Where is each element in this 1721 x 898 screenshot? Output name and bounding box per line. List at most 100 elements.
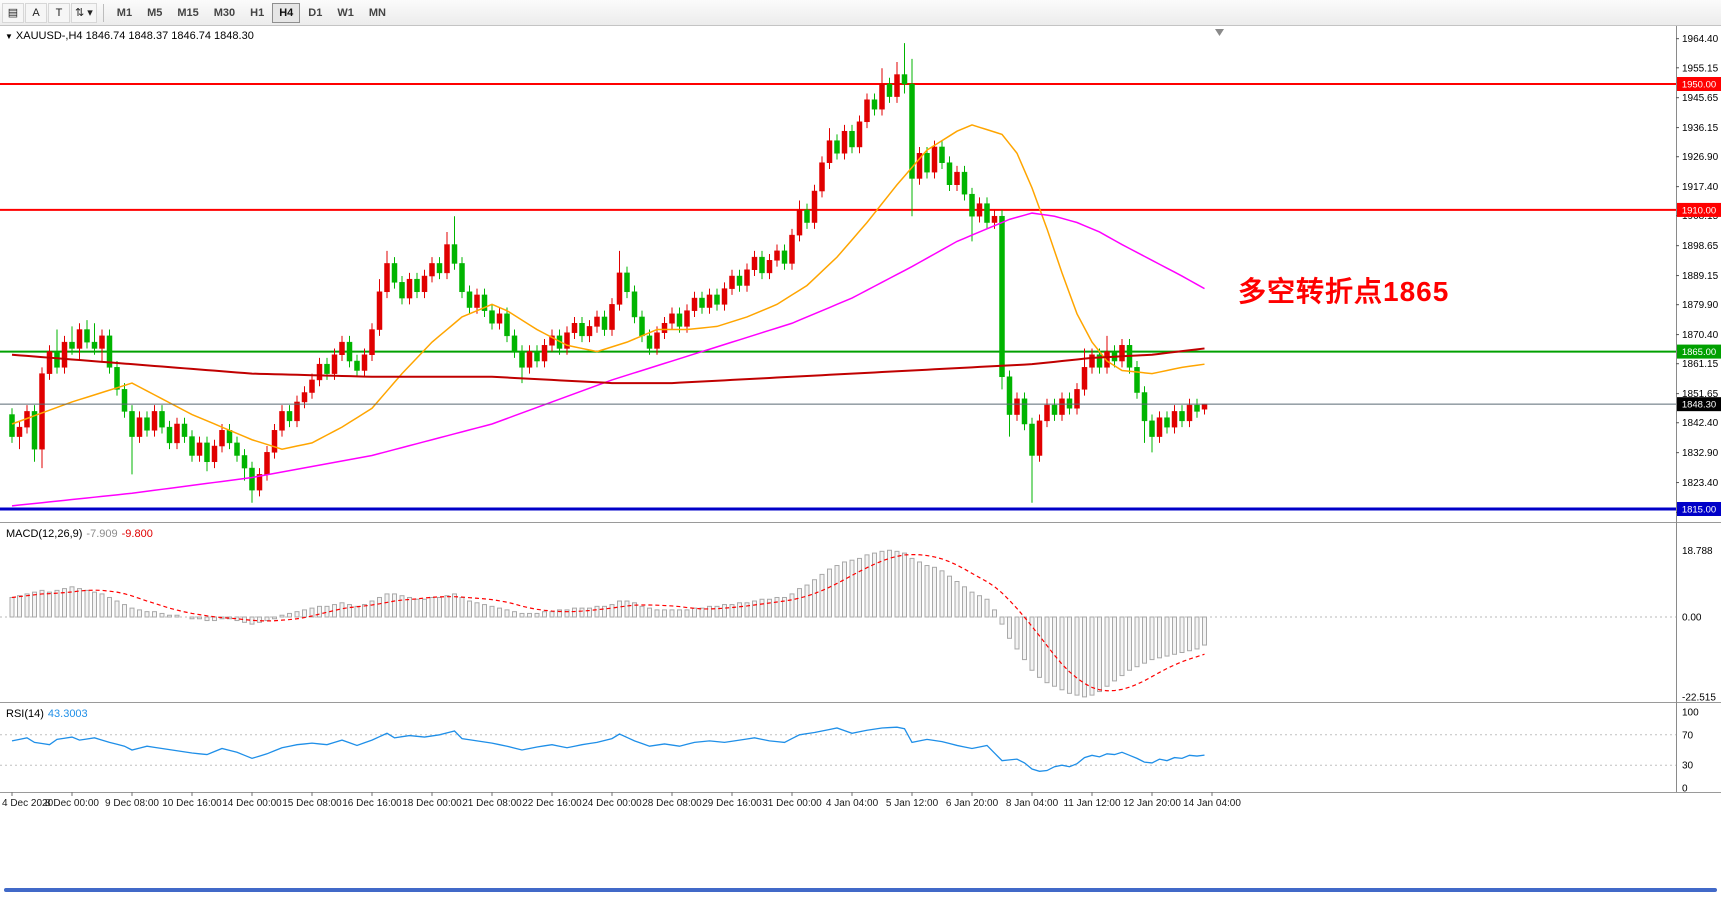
time-tick-label: 29 Dec 16:00: [702, 798, 762, 809]
rsi-panel-layer[interactable]: [0, 726, 1676, 772]
time-tick-label: 12 Jan 20:00: [1123, 798, 1181, 809]
candle-body: [849, 130, 855, 148]
tf-button-h4[interactable]: H4: [272, 2, 301, 23]
candle-body: [459, 263, 465, 293]
candle-body: [46, 351, 53, 374]
macd-histogram-bar: [474, 602, 480, 618]
price-axis[interactable]: 1964.40 1955.15 1945.65 1936.15 1926.90 1917.…: [1676, 34, 1721, 795]
candle-body: [234, 442, 240, 456]
macd-histogram-bar: [722, 604, 727, 618]
macd-histogram-bar: [872, 552, 877, 618]
toolbar-icon-group: ▤ A T ⇅ ▾: [2, 2, 97, 23]
macd-histogram-bar: [302, 609, 307, 618]
candle-body: [219, 430, 225, 447]
candle-body: [279, 411, 285, 431]
candle-body: [159, 411, 165, 428]
macd-histogram-bar: [1179, 616, 1185, 653]
time-tick-label: 5 Jan 12:00: [886, 798, 939, 809]
candle-body: [699, 297, 705, 308]
candle-body: [346, 341, 353, 362]
macd-histogram-bar: [92, 591, 97, 618]
candle-body: [309, 379, 315, 393]
candle-body: [151, 411, 158, 431]
candle-body: [774, 250, 780, 261]
tf-button-m5[interactable]: M5: [140, 3, 169, 23]
macd-histogram-bar: [347, 604, 352, 618]
macd-histogram-bar: [324, 605, 330, 618]
macd-histogram-bar: [947, 575, 952, 618]
cursor-a-icon[interactable]: A: [25, 2, 47, 23]
candle-body: [1014, 398, 1020, 415]
macd-histogram-bar: [999, 616, 1005, 625]
price-tick-label: 1945.65: [1682, 93, 1719, 104]
macd-histogram-bar: [744, 602, 750, 618]
candle-body: [511, 335, 518, 352]
candle-body: [789, 234, 795, 264]
candle-body: [1006, 376, 1013, 415]
arrows-dropdown-icon[interactable]: ⇅ ▾: [71, 2, 97, 23]
candle-body: [624, 272, 630, 293]
tf-button-m15[interactable]: M15: [170, 3, 205, 23]
candle-body: [376, 291, 383, 330]
macd-histogram-bar: [669, 609, 675, 618]
macd-histogram-bar: [527, 612, 532, 618]
candle-body: [1164, 417, 1170, 428]
tf-button-d1[interactable]: D1: [301, 3, 329, 23]
macd-histogram-bar: [1074, 616, 1080, 696]
macd-histogram-bar: [1029, 616, 1035, 671]
main-chart-layer[interactable]: [0, 43, 1676, 511]
candle-body: [489, 310, 495, 324]
macd-histogram-bar: [819, 573, 825, 618]
macd-histogram-bar: [924, 565, 930, 618]
text-tool-icon[interactable]: T: [48, 2, 70, 23]
candle-body: [496, 313, 503, 324]
candle-body: [834, 140, 840, 154]
chart-list-icon[interactable]: ▤: [2, 2, 24, 23]
time-tick-label: 8 Dec 00:00: [45, 798, 99, 809]
price-badge-1910.00: [1677, 202, 1721, 217]
chart-canvas[interactable]: 1964.40 1955.15 1945.65 1936.15 1926.90 1917.…: [0, 26, 1721, 898]
macd-histogram-bar: [714, 605, 720, 618]
ma-line-red: [11, 347, 1205, 385]
annotation-text[interactable]: 多空转折点1865: [1238, 276, 1450, 307]
tf-button-m30[interactable]: M30: [207, 3, 242, 23]
macd-panel-layer[interactable]: [0, 549, 1676, 698]
expand-triangle-icon[interactable]: ▼: [5, 32, 13, 41]
macd-histogram-bar: [767, 598, 772, 618]
macd-histogram-bar: [797, 588, 802, 618]
time-tick-label: 6 Jan 20:00: [946, 798, 999, 809]
tf-button-h1[interactable]: H1: [243, 3, 271, 23]
candle-body: [189, 436, 195, 456]
candle-body: [819, 162, 825, 192]
macd-histogram-bar: [1187, 616, 1192, 652]
macd-histogram-bar: [617, 600, 622, 618]
macd-histogram-bar: [137, 609, 142, 618]
macd-histogram-bar: [1127, 616, 1132, 671]
tf-button-w1[interactable]: W1: [330, 3, 361, 23]
candle-body: [841, 130, 848, 154]
macd-histogram-bar: [557, 609, 562, 618]
time-tick-label: 24 Dec 00:00: [582, 798, 642, 809]
tf-button-m1[interactable]: M1: [110, 3, 139, 23]
tf-button-mn[interactable]: MN: [362, 3, 393, 23]
macd-histogram-bar: [534, 612, 540, 618]
macd-histogram-bar: [969, 591, 975, 618]
macd-histogram-bar: [384, 593, 390, 618]
candle-body: [414, 278, 420, 293]
rsi-tick-label: 30: [1682, 761, 1694, 772]
macd-histogram-bar: [774, 596, 780, 618]
price-tick-label: 1842.40: [1682, 418, 1719, 429]
macd-histogram-bar: [174, 614, 180, 618]
macd-histogram-bar: [564, 609, 570, 618]
macd-histogram-bar: [992, 609, 997, 618]
macd-histogram-bar: [962, 586, 967, 618]
macd-histogram-bar: [834, 565, 840, 618]
price-badge-1848.30: [1677, 397, 1721, 412]
price-badge-1865.00: [1677, 344, 1721, 359]
macd-histogram-bar: [444, 595, 450, 618]
macd-histogram-bar: [272, 616, 277, 620]
macd-histogram-bar: [197, 616, 202, 620]
chart-shift-marker-icon[interactable]: [1215, 29, 1224, 36]
macd-histogram-bar: [1112, 616, 1117, 682]
